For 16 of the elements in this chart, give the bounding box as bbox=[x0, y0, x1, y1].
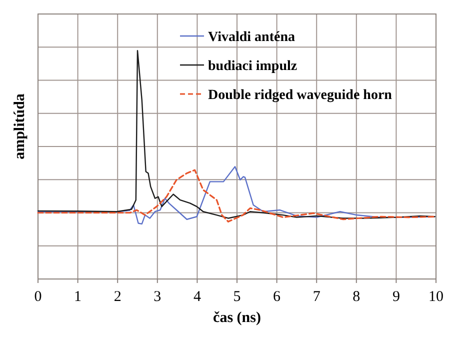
x-tick-label: 4 bbox=[193, 289, 202, 305]
x-tick-label: 0 bbox=[34, 289, 42, 305]
legend-label: budiaci impulz bbox=[208, 59, 298, 74]
x-axis-title: čas (ns) bbox=[213, 310, 261, 326]
x-tick-label: 6 bbox=[273, 289, 282, 305]
x-tick-label: 9 bbox=[392, 289, 400, 305]
legend-label: Double ridged waveguide horn bbox=[208, 88, 392, 103]
x-tick-label: 1 bbox=[74, 289, 82, 305]
x-tick-label: 10 bbox=[428, 289, 444, 305]
x-tick-label: 7 bbox=[312, 289, 321, 305]
x-tick-label: 2 bbox=[114, 289, 122, 305]
legend-label: Vivaldi anténa bbox=[208, 30, 295, 45]
x-tick-label: 8 bbox=[352, 289, 360, 305]
x-tick-label: 3 bbox=[154, 289, 162, 305]
x-tick-label: 5 bbox=[233, 289, 241, 305]
y-axis-title: amplitúda bbox=[12, 93, 28, 160]
